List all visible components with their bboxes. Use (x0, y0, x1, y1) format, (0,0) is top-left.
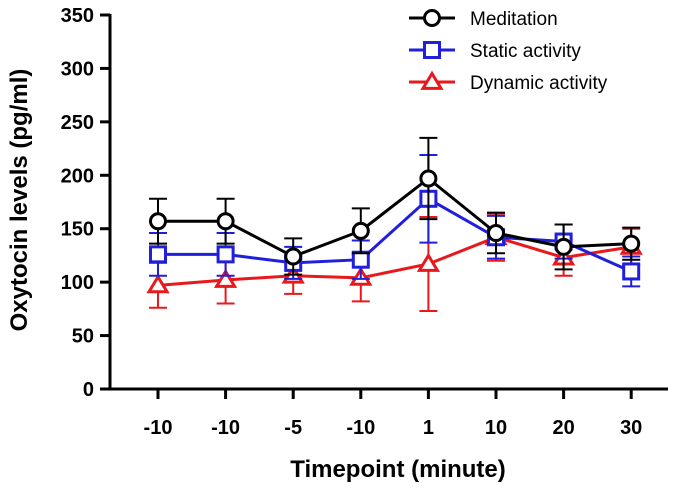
y-axis-label: Oxytocin levels (pg/ml) (6, 69, 33, 332)
y-tick-label: 300 (61, 58, 94, 80)
x-tick-label: 30 (620, 417, 642, 439)
data-point-static-activity (351, 250, 370, 269)
y-tick-label: 150 (61, 219, 94, 241)
legend-marker-dynamic-activity (420, 70, 444, 90)
series-layer (146, 136, 643, 312)
legend-marker-static-activity (423, 41, 441, 59)
x-tick-label: 20 (552, 417, 574, 439)
series-meditation (149, 136, 641, 276)
x-tick-label: 10 (485, 417, 507, 439)
x-tick-label: -5 (284, 417, 302, 439)
data-point-meditation (622, 234, 641, 253)
legend-label: Static activity (470, 41, 581, 62)
x-axis-label: Timepoint (minute) (290, 456, 506, 483)
data-point-meditation (351, 221, 370, 240)
legend-item-meditation: Meditation (409, 9, 558, 30)
series-line-static-activity (158, 196, 632, 273)
data-point-dynamic-activity (146, 273, 170, 294)
data-point-meditation (487, 223, 505, 242)
y-tick-label: 50 (72, 326, 94, 348)
data-point-meditation (216, 212, 235, 231)
data-point-meditation (419, 169, 438, 188)
x-tick-label: -10 (144, 417, 173, 439)
x-tick-label: -10 (211, 417, 240, 439)
y-tick-label: 350 (61, 5, 94, 27)
legend-label: Meditation (470, 9, 558, 30)
data-point-dynamic-activity (213, 268, 238, 288)
data-point-static-activity (216, 245, 235, 264)
data-point-dynamic-activity (416, 252, 441, 272)
legend-label: Dynamic activity (470, 73, 608, 94)
y-tick-label: 100 (61, 272, 94, 294)
data-point-meditation (284, 247, 303, 266)
data-point-meditation (149, 212, 167, 231)
axes: 0 50 100 150 200 250 300 350 -10 -10 -5 -10 1 10 20 30 (61, 5, 668, 439)
x-tick-label: 1 (423, 417, 434, 439)
series-line-meditation (158, 176, 632, 259)
series-line-dynamic-activity (157, 235, 632, 287)
legend-marker-meditation (423, 9, 441, 27)
y-tick-label: 250 (61, 112, 94, 134)
data-point-static-activity (622, 262, 641, 281)
x-tick-label: -10 (346, 417, 375, 439)
data-point-static-activity (149, 245, 167, 264)
data-point-meditation (554, 237, 573, 256)
legend: Meditation Static activity Dynamic activit… (409, 9, 608, 94)
y-tick-label: 0 (83, 379, 94, 401)
legend-item-static-activity: Static activity (409, 41, 581, 62)
legend-item-dynamic-activity: Dynamic activity (409, 70, 608, 94)
y-tick-label: 200 (61, 165, 94, 187)
